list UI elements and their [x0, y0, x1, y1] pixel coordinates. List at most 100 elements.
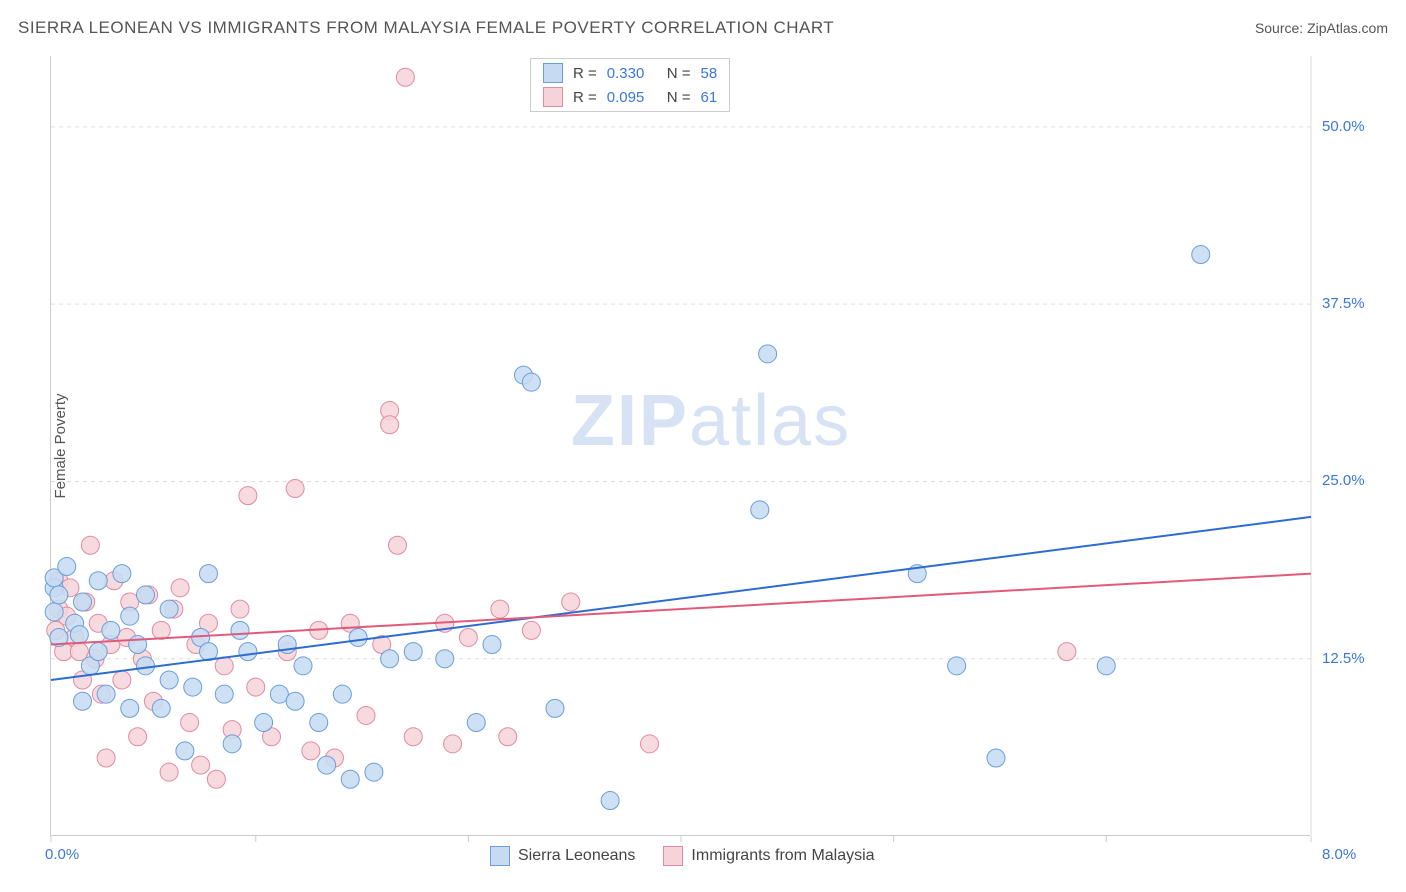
correlation-legend: R = 0.330 N = 58 R = 0.095 N = 61 [530, 58, 730, 112]
data-point [396, 68, 414, 86]
data-point [601, 792, 619, 810]
y-tick-label: 50.0% [1322, 118, 1365, 135]
data-point [255, 714, 273, 732]
data-point [152, 621, 170, 639]
y-tick-label: 12.5% [1322, 650, 1365, 667]
data-point [341, 770, 359, 788]
data-point [192, 756, 210, 774]
legend-r-value: 0.095 [607, 89, 657, 106]
data-point [381, 416, 399, 434]
data-point [129, 728, 147, 746]
data-point [389, 536, 407, 554]
data-point [357, 706, 375, 724]
source-attribution: Source: ZipAtlas.com [1255, 20, 1388, 36]
data-point [404, 643, 422, 661]
data-point [121, 607, 139, 625]
data-point [231, 621, 249, 639]
data-point [89, 643, 107, 661]
data-point [137, 586, 155, 604]
data-point [215, 657, 233, 675]
data-point [45, 603, 63, 621]
data-point [239, 487, 257, 505]
series-legend: Sierra Leoneans Immigrants from Malaysia [490, 846, 875, 866]
data-point [286, 480, 304, 498]
data-point [459, 628, 477, 646]
data-point [113, 671, 131, 689]
legend-n-label: N = [667, 89, 691, 106]
data-point [1058, 643, 1076, 661]
data-point [381, 650, 399, 668]
data-point [102, 621, 120, 639]
data-point [247, 678, 265, 696]
data-point [499, 728, 517, 746]
data-point [97, 685, 115, 703]
x-tick-label-max: 8.0% [1322, 846, 1356, 863]
legend-swatch [543, 87, 563, 107]
data-point [176, 742, 194, 760]
source-prefix: Source: [1255, 20, 1307, 36]
data-point [310, 714, 328, 732]
data-point [759, 345, 777, 363]
legend-series-label: Immigrants from Malaysia [691, 847, 874, 865]
data-point [137, 657, 155, 675]
data-point [546, 699, 564, 717]
data-point [522, 373, 540, 391]
chart-title: SIERRA LEONEAN VS IMMIGRANTS FROM MALAYS… [18, 18, 834, 38]
series-legend-item: Sierra Leoneans [490, 846, 635, 866]
series-legend-item: Immigrants from Malaysia [663, 846, 874, 866]
data-point [1192, 246, 1210, 264]
data-point [1097, 657, 1115, 675]
data-point [436, 650, 454, 668]
data-point [987, 749, 1005, 767]
data-point [184, 678, 202, 696]
legend-series-label: Sierra Leoneans [518, 847, 635, 865]
trend-line [51, 517, 1311, 680]
data-point [948, 657, 966, 675]
legend-swatch [490, 846, 510, 866]
legend-n-value: 58 [701, 65, 718, 82]
data-point [231, 600, 249, 618]
data-point [641, 735, 659, 753]
header: SIERRA LEONEAN VS IMMIGRANTS FROM MALAYS… [18, 18, 1388, 38]
data-point [223, 735, 241, 753]
data-point [318, 756, 336, 774]
data-point [171, 579, 189, 597]
source-name: ZipAtlas.com [1307, 20, 1388, 36]
data-point [467, 714, 485, 732]
data-point [50, 586, 68, 604]
legend-n-value: 61 [701, 89, 718, 106]
y-tick-label: 25.0% [1322, 472, 1365, 489]
x-tick-label-min: 0.0% [45, 846, 79, 863]
data-point [207, 770, 225, 788]
data-point [349, 628, 367, 646]
data-point [89, 572, 107, 590]
data-point [74, 593, 92, 611]
data-point [160, 671, 178, 689]
legend-r-label: R = [573, 89, 597, 106]
data-point [239, 643, 257, 661]
data-point [58, 558, 76, 576]
data-point [200, 565, 218, 583]
data-point [751, 501, 769, 519]
legend-swatch [543, 63, 563, 83]
legend-r-value: 0.330 [607, 65, 657, 82]
data-point [74, 692, 92, 710]
data-point [491, 600, 509, 618]
data-point [121, 699, 139, 717]
scatter-svg [51, 56, 1310, 835]
plot-area: ZIPatlas [50, 56, 1310, 836]
data-point [160, 763, 178, 781]
corr-legend-row: R =0.330N =58 [543, 63, 717, 83]
y-tick-label: 37.5% [1322, 295, 1365, 312]
data-point [286, 692, 304, 710]
corr-legend-row: R = 0.095 N = 61 [543, 87, 717, 107]
data-point [81, 536, 99, 554]
legend-r-label: R = [573, 65, 597, 82]
data-point [294, 657, 312, 675]
data-point [302, 742, 320, 760]
data-point [404, 728, 422, 746]
data-point [160, 600, 178, 618]
data-point [129, 636, 147, 654]
data-point [70, 626, 88, 644]
data-point [113, 565, 131, 583]
